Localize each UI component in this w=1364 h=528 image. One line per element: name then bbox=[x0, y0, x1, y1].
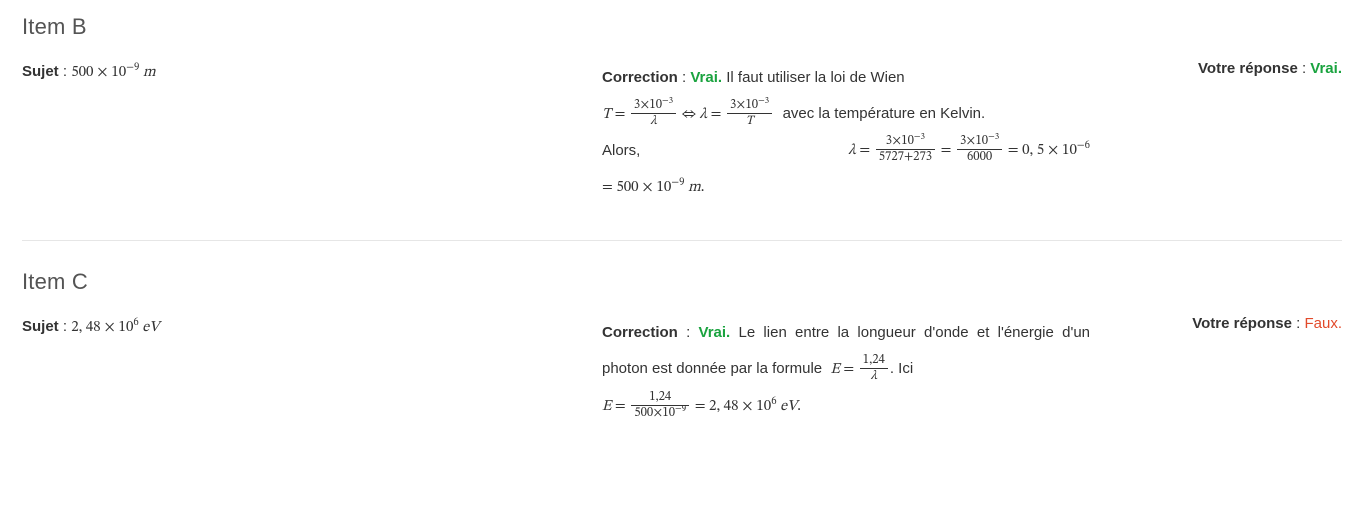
sujet-column: Sujet : 2, 48 × 106 eV bbox=[22, 315, 602, 340]
item-title: Item C bbox=[22, 269, 1342, 295]
sujet-label: Sujet bbox=[22, 63, 59, 80]
reponse-label: Votre réponse bbox=[1198, 60, 1298, 77]
colon: : bbox=[1292, 315, 1305, 332]
divider bbox=[22, 240, 1342, 241]
correction-text: . Ici bbox=[890, 360, 913, 377]
correction-text: Alors, bbox=[602, 133, 640, 169]
sujet-math: 500 × 10−9 m bbox=[71, 65, 155, 80]
correction-math: E = 1,24500×10−9 = 2, 48 × 106 eV. bbox=[602, 399, 801, 414]
correction-verdict: Vrai. bbox=[699, 324, 731, 341]
user-answer: Vrai. bbox=[1310, 60, 1342, 77]
colon: : bbox=[686, 324, 698, 341]
sujet-label: Sujet bbox=[22, 318, 59, 335]
colon: : bbox=[59, 318, 72, 335]
reponse-column: Votre réponse : Vrai. bbox=[1102, 60, 1342, 77]
correction-label: Correction bbox=[602, 69, 678, 86]
item-row: Sujet : 2, 48 × 106 eV Correction : Vrai… bbox=[22, 315, 1342, 425]
correction-label: Correction bbox=[602, 324, 678, 341]
item-title: Item B bbox=[22, 14, 1342, 40]
item-c: Item C Sujet : 2, 48 × 106 eV Correction… bbox=[22, 269, 1342, 425]
correction-verdict: Vrai. bbox=[690, 69, 722, 86]
item-b: Item B Sujet : 500 × 10−9 m Correction :… bbox=[22, 14, 1342, 206]
correction-math: λ = 3×10−35727+273 = 3×10−36000 = 0, 5 ×… bbox=[848, 133, 1090, 169]
item-row: Sujet : 500 × 10−9 m Correction : Vrai. … bbox=[22, 60, 1342, 206]
correction-math: E = 1,24λ bbox=[831, 362, 890, 377]
correction-text: avec la température en Kelvin. bbox=[783, 105, 986, 122]
correction-column: Correction : Vrai. Le lien entre la long… bbox=[602, 315, 1102, 425]
colon: : bbox=[1298, 60, 1311, 77]
colon: : bbox=[59, 63, 72, 80]
sujet-column: Sujet : 500 × 10−9 m bbox=[22, 60, 602, 85]
correction-math: = 500 × 10−9 m. bbox=[602, 180, 704, 195]
reponse-label: Votre réponse bbox=[1192, 315, 1292, 332]
correction-math: T = 3×10−3λ ⇔ λ = 3×10−3T bbox=[602, 107, 774, 122]
correction-text: Il faut utiliser la loi de Wien bbox=[726, 69, 904, 86]
user-answer: Faux. bbox=[1304, 315, 1342, 332]
reponse-column: Votre réponse : Faux. bbox=[1102, 315, 1342, 332]
sujet-math: 2, 48 × 106 eV bbox=[71, 320, 159, 335]
correction-column: Correction : Vrai. Il faut utiliser la l… bbox=[602, 60, 1102, 206]
